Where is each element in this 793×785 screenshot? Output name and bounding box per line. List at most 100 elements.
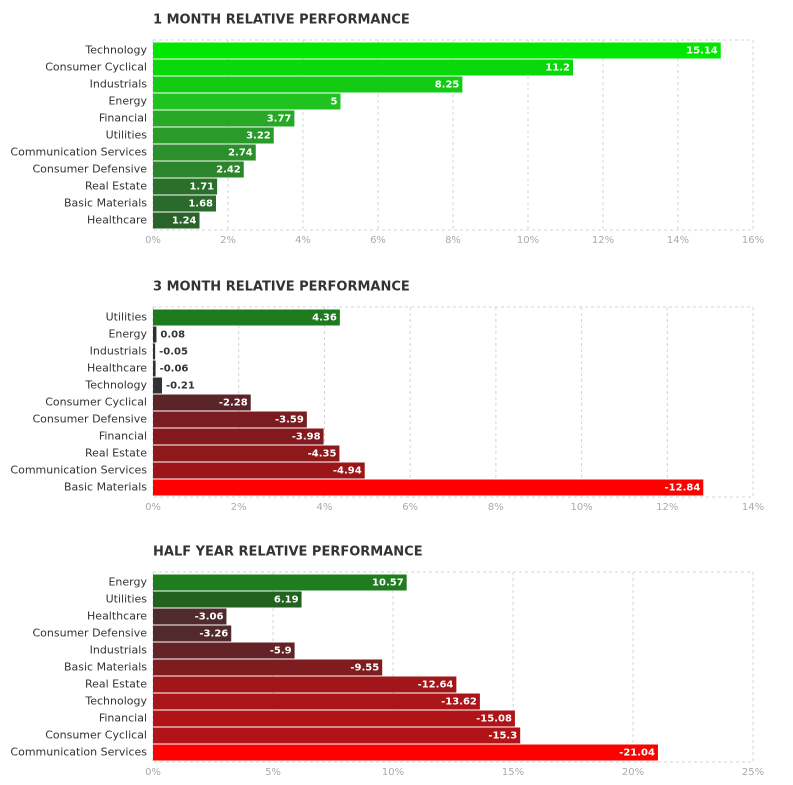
- value-label: -3.26: [199, 629, 228, 640]
- category-label: Communication Services: [10, 746, 147, 759]
- bar: [153, 676, 457, 693]
- category-label: Industrials: [90, 78, 148, 91]
- value-label: 3.22: [246, 131, 271, 142]
- x-tick-label: 10%: [382, 767, 404, 778]
- bar: [153, 144, 256, 161]
- x-tick-label: 0%: [145, 767, 161, 778]
- category-label: Technology: [84, 695, 147, 708]
- value-label: -0.21: [166, 381, 195, 392]
- value-label: -15.3: [488, 731, 517, 742]
- bar: [153, 59, 573, 76]
- value-label: 6.19: [274, 595, 299, 606]
- chart-title: HALF YEAR RELATIVE PERFORMANCE: [153, 545, 423, 560]
- category-label: Financial: [99, 112, 147, 125]
- x-tick-label: 2%: [231, 502, 247, 513]
- category-label: Consumer Defensive: [32, 627, 147, 640]
- category-label: Basic Materials: [64, 197, 147, 210]
- value-label: 2.74: [228, 148, 253, 159]
- x-tick-label: 10%: [570, 502, 592, 513]
- category-label: Energy: [108, 328, 147, 341]
- x-tick-label: 14%: [667, 235, 689, 246]
- value-label: -0.05: [159, 347, 188, 358]
- category-label: Consumer Cyclical: [45, 729, 147, 742]
- category-label: Financial: [99, 712, 147, 725]
- bar: [153, 693, 480, 710]
- bar: [153, 479, 704, 496]
- bar: [153, 625, 232, 642]
- x-tick-label: 8%: [445, 235, 461, 246]
- bar: [153, 462, 365, 479]
- value-label: 15.14: [686, 46, 718, 57]
- value-label: -0.06: [160, 364, 189, 375]
- x-tick-label: 12%: [656, 502, 678, 513]
- category-label: Industrials: [90, 345, 148, 358]
- category-label: Consumer Defensive: [32, 413, 147, 426]
- x-tick-label: 20%: [622, 767, 644, 778]
- value-label: -12.84: [665, 483, 701, 494]
- value-label: -15.08: [476, 714, 512, 725]
- value-label: 4.36: [312, 313, 337, 324]
- bar: [153, 642, 295, 659]
- bar: [153, 178, 218, 195]
- bar: [153, 212, 200, 229]
- x-tick-label: 2%: [220, 235, 236, 246]
- value-label: -13.62: [441, 697, 477, 708]
- bar: [153, 309, 340, 326]
- bar: [153, 710, 515, 727]
- category-label: Real Estate: [85, 678, 147, 691]
- x-tick-label: 6%: [370, 235, 386, 246]
- bar: [153, 93, 341, 110]
- bar: [153, 326, 157, 343]
- category-label: Utilities: [106, 129, 148, 142]
- category-label: Utilities: [106, 311, 148, 324]
- value-label: 8.25: [435, 80, 460, 91]
- bar: [153, 360, 156, 377]
- category-label: Real Estate: [85, 447, 147, 460]
- value-label: -3.59: [275, 415, 304, 426]
- bar: [153, 343, 156, 360]
- bar: [153, 727, 521, 744]
- value-label: 2.42: [216, 165, 241, 176]
- category-label: Technology: [84, 44, 147, 57]
- bar: [153, 42, 721, 59]
- category-label: Industrials: [90, 644, 148, 657]
- bar: [153, 195, 216, 212]
- bar: [153, 411, 307, 428]
- category-label: Basic Materials: [64, 661, 147, 674]
- category-label: Healthcare: [87, 214, 147, 227]
- bar: [153, 161, 244, 178]
- x-tick-label: 16%: [742, 235, 764, 246]
- value-label: -21.04: [619, 748, 655, 759]
- value-label: 1.71: [189, 182, 214, 193]
- x-tick-label: 25%: [742, 767, 764, 778]
- bar: [153, 377, 162, 394]
- category-label: Communication Services: [10, 464, 147, 477]
- value-label: -3.06: [195, 612, 224, 623]
- category-label: Technology: [84, 379, 147, 392]
- category-label: Real Estate: [85, 180, 147, 193]
- bar: [153, 428, 324, 445]
- value-label: 11.2: [545, 63, 570, 74]
- category-label: Utilities: [106, 593, 148, 606]
- value-label: 1.24: [172, 216, 197, 227]
- value-label: 1.68: [188, 199, 213, 210]
- bar: [153, 591, 302, 608]
- x-tick-label: 14%: [742, 502, 764, 513]
- value-label: 5: [331, 97, 338, 108]
- category-label: Basic Materials: [64, 481, 147, 494]
- bar: [153, 659, 383, 676]
- category-label: Healthcare: [87, 610, 147, 623]
- value-label: -3.98: [292, 432, 321, 443]
- x-tick-label: 6%: [402, 502, 418, 513]
- value-label: -9.55: [350, 663, 379, 674]
- x-tick-label: 5%: [265, 767, 281, 778]
- x-tick-label: 0%: [145, 235, 161, 246]
- chart-title: 3 MONTH RELATIVE PERFORMANCE: [153, 280, 410, 295]
- x-tick-label: 0%: [145, 502, 161, 513]
- value-label: 10.57: [372, 578, 404, 589]
- value-label: 3.77: [267, 114, 292, 125]
- bar: [153, 574, 407, 591]
- x-tick-label: 15%: [502, 767, 524, 778]
- x-tick-label: 4%: [295, 235, 311, 246]
